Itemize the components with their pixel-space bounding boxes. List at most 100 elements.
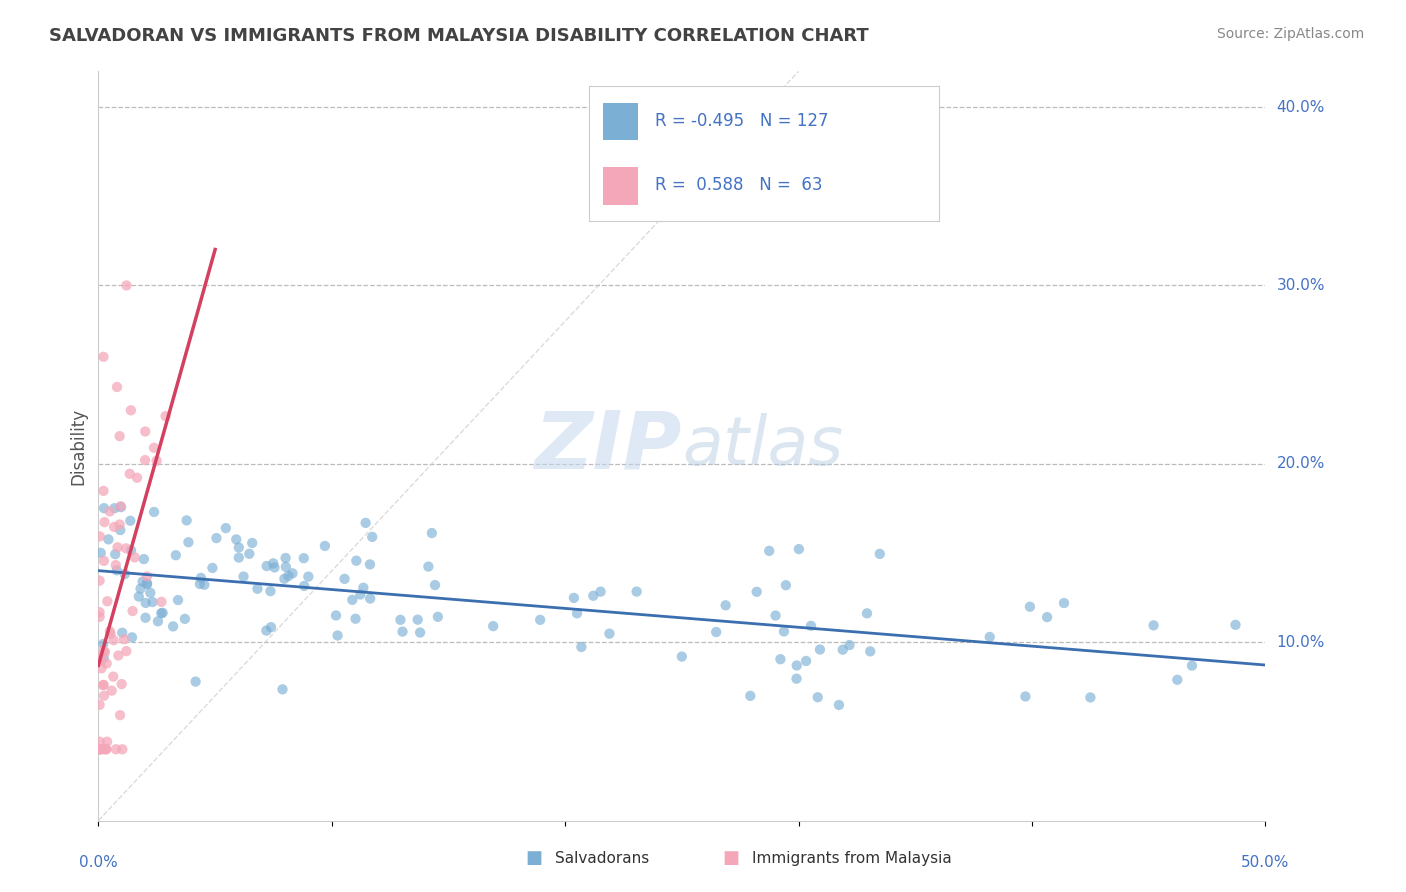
Point bbox=[838, 638, 860, 652]
Point bbox=[111, 625, 134, 640]
Point bbox=[108, 708, 131, 723]
Point bbox=[800, 619, 823, 633]
Point bbox=[188, 577, 211, 591]
Point bbox=[765, 608, 787, 623]
Point bbox=[121, 604, 143, 618]
Text: 50.0%: 50.0% bbox=[1241, 855, 1289, 871]
Point bbox=[297, 569, 319, 583]
Point bbox=[136, 569, 159, 583]
Point bbox=[714, 599, 737, 613]
Point bbox=[90, 653, 112, 667]
Point bbox=[177, 535, 200, 549]
Point bbox=[325, 608, 347, 623]
Point bbox=[108, 517, 131, 532]
Point bbox=[89, 650, 111, 665]
Text: SALVADORAN VS IMMIGRANTS FROM MALAYSIA DISABILITY CORRELATION CHART: SALVADORAN VS IMMIGRANTS FROM MALAYSIA D… bbox=[49, 27, 869, 45]
Point bbox=[361, 530, 384, 544]
Point bbox=[167, 593, 190, 607]
Point bbox=[90, 546, 112, 560]
Point bbox=[277, 569, 299, 583]
Point bbox=[420, 526, 443, 541]
Point bbox=[120, 543, 142, 558]
Point bbox=[773, 624, 796, 639]
Point bbox=[1142, 618, 1164, 632]
Point bbox=[107, 648, 129, 663]
Point bbox=[150, 595, 173, 609]
Point bbox=[142, 595, 165, 609]
Point bbox=[828, 698, 851, 712]
Point bbox=[292, 551, 315, 566]
Point bbox=[529, 613, 551, 627]
Point bbox=[786, 658, 808, 673]
Point bbox=[110, 500, 132, 514]
Point bbox=[128, 590, 150, 604]
Point bbox=[274, 551, 297, 566]
Point bbox=[418, 559, 440, 574]
Point bbox=[89, 574, 111, 588]
Point bbox=[89, 742, 111, 756]
Point bbox=[94, 742, 117, 756]
Point bbox=[125, 471, 148, 485]
Point bbox=[794, 654, 817, 668]
Point bbox=[589, 584, 612, 599]
Point bbox=[281, 566, 304, 581]
Point bbox=[98, 624, 121, 639]
Text: Salvadorans: Salvadorans bbox=[555, 851, 650, 865]
Point bbox=[107, 541, 129, 555]
Point bbox=[808, 642, 831, 657]
Point bbox=[314, 539, 336, 553]
Point bbox=[108, 429, 131, 443]
Point bbox=[190, 571, 212, 585]
Point bbox=[91, 678, 114, 692]
Point bbox=[775, 578, 797, 592]
Point bbox=[134, 425, 156, 439]
Point bbox=[391, 624, 413, 639]
Text: 0.0%: 0.0% bbox=[79, 855, 118, 871]
Point bbox=[565, 607, 588, 621]
Point bbox=[262, 557, 284, 571]
Point bbox=[349, 587, 371, 601]
Point bbox=[342, 592, 364, 607]
Y-axis label: Disability: Disability bbox=[69, 408, 87, 484]
Point bbox=[110, 523, 132, 537]
Point bbox=[132, 552, 155, 566]
Point bbox=[254, 624, 277, 638]
Point bbox=[104, 558, 127, 573]
Point bbox=[115, 278, 138, 293]
Point bbox=[118, 467, 141, 481]
Point bbox=[89, 742, 111, 756]
Point bbox=[758, 544, 780, 558]
Point bbox=[120, 403, 142, 417]
Point bbox=[162, 619, 184, 633]
Point bbox=[232, 569, 254, 583]
Point bbox=[143, 505, 166, 519]
Point bbox=[1019, 599, 1042, 614]
Point bbox=[103, 633, 125, 648]
Point bbox=[136, 577, 159, 591]
Point bbox=[263, 560, 285, 574]
Text: 40.0%: 40.0% bbox=[1277, 100, 1324, 114]
Point bbox=[359, 591, 381, 606]
Point bbox=[93, 350, 115, 364]
Point bbox=[423, 578, 446, 592]
Point bbox=[96, 734, 118, 748]
Point bbox=[260, 620, 283, 634]
Point bbox=[389, 613, 412, 627]
Point bbox=[205, 531, 228, 545]
Point bbox=[1014, 690, 1036, 704]
Point bbox=[165, 548, 187, 562]
Point bbox=[745, 584, 768, 599]
Point bbox=[273, 572, 295, 586]
Point bbox=[359, 558, 381, 572]
Point bbox=[97, 533, 120, 547]
Point bbox=[344, 612, 367, 626]
Point bbox=[91, 637, 114, 651]
Point bbox=[96, 657, 118, 671]
Point bbox=[1080, 690, 1102, 705]
Point bbox=[1053, 596, 1076, 610]
Point bbox=[426, 609, 449, 624]
Point bbox=[215, 521, 238, 535]
Point bbox=[105, 380, 128, 394]
Point bbox=[93, 515, 115, 529]
Point bbox=[111, 677, 134, 691]
